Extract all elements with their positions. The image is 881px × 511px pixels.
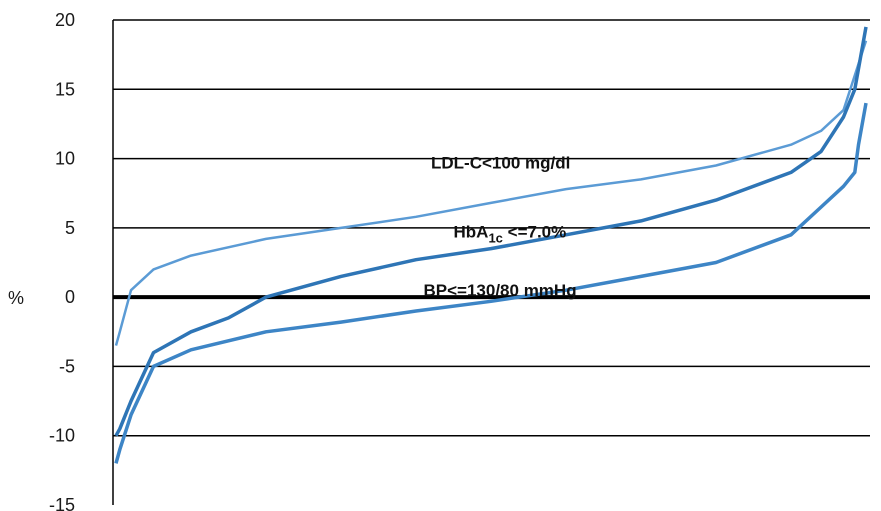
series-lines (114, 26, 868, 464)
series-line (114, 26, 868, 437)
y-tick-label: 0 (65, 287, 75, 307)
y-tick-label: 10 (55, 149, 75, 169)
series-labels: LDL-C<100 mg/dl HbA1c <=7.0% BP<=130/80 mm… (424, 153, 577, 299)
y-tick-label: -15 (49, 495, 75, 511)
series-label: HbA1c <=7.0% (454, 223, 567, 246)
y-tick-labels: 20 15 10 5 0 -5 -10 -15 (49, 10, 75, 511)
gridlines (113, 19, 870, 437)
series-line (114, 102, 868, 464)
y-tick-label: -5 (59, 356, 75, 376)
y-tick-label: 15 (55, 79, 75, 99)
y-tick-label: 20 (55, 10, 75, 30)
y-tick-label: -10 (49, 426, 75, 446)
y-axis-label: % (8, 288, 24, 308)
series-line (114, 40, 868, 346)
y-tick-label: 5 (65, 218, 75, 238)
series-label: BP<=130/80 mmHg (424, 281, 577, 300)
series-label: LDL-C<100 mg/dl (431, 153, 570, 172)
